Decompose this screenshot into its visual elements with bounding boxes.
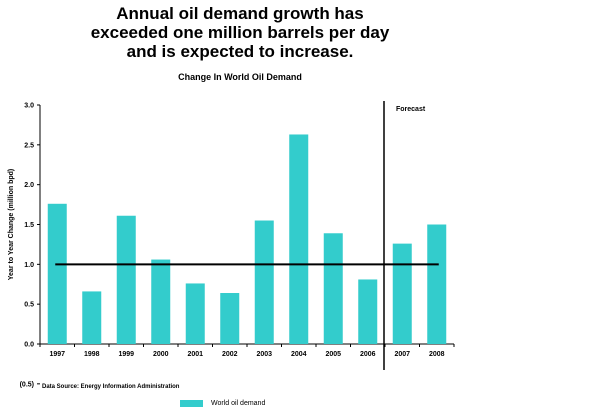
y-tick-label: 1.0 (24, 262, 34, 269)
headline-line-3: and is expected to increase. (126, 42, 354, 61)
legend-label: World oil demand (211, 400, 266, 407)
x-tick-label: 2005 (325, 351, 341, 358)
bar (358, 279, 378, 344)
y-tick-label: 0.0 (24, 342, 34, 349)
bar (116, 215, 136, 344)
y-tick-label: 2.0 (24, 182, 34, 189)
x-tick-label: 2004 (291, 351, 307, 358)
legend: World oil demand (180, 400, 265, 407)
forecast-label: Forecast (396, 106, 426, 113)
y-axis-label: Year to Year Change (million bpd) (8, 169, 15, 281)
x-tick-label: 2007 (394, 351, 410, 358)
chart-title: Change In World Oil Demand (178, 72, 302, 82)
data-source-note: Data Source: Energy Information Administ… (42, 384, 180, 390)
bar (427, 224, 447, 344)
x-tick-label: 2001 (187, 351, 203, 358)
x-tick-label: 1998 (84, 351, 100, 358)
x-tick-label: 1999 (118, 351, 134, 358)
y-tick-label: 0.5 (24, 302, 34, 309)
x-tick-label: 2002 (222, 351, 238, 358)
headline-line-2: exceeded one million barrels per day (90, 23, 390, 42)
y-tick-label: 3.0 (24, 103, 34, 110)
bar (392, 243, 412, 344)
x-tick-label: 1997 (49, 351, 65, 358)
bar (82, 291, 102, 344)
legend-swatch (180, 400, 203, 407)
bar (220, 293, 240, 344)
bar (323, 233, 343, 344)
x-tick-label: 2000 (153, 351, 169, 358)
bar (185, 283, 205, 344)
bar (289, 134, 309, 344)
x-tick-label: 2008 (429, 351, 445, 358)
x-tick-label: 2003 (256, 351, 272, 358)
y-tick-label: 1.5 (24, 222, 34, 229)
y-tick-label: 2.5 (24, 142, 34, 149)
bar (254, 220, 274, 344)
x-tick-label: 2006 (360, 351, 376, 358)
bar (151, 259, 171, 344)
bar (47, 203, 67, 344)
headline: Annual oil demand growth has exceeded on… (60, 4, 420, 61)
y-tick-label: (0.5) (20, 381, 34, 388)
headline-line-1: Annual oil demand growth has (116, 4, 364, 23)
